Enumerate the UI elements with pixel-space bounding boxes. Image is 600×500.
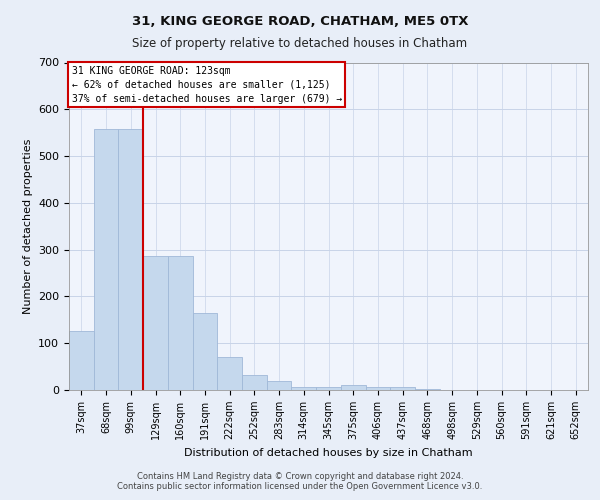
Bar [390, 386, 415, 390]
Bar [69, 330, 94, 390]
Text: 31, KING GEORGE ROAD, CHATHAM, ME5 0TX: 31, KING GEORGE ROAD, CHATHAM, ME5 0TX [132, 15, 468, 28]
Bar [94, 130, 118, 390]
Bar [292, 386, 316, 390]
Bar [118, 130, 143, 390]
Bar [316, 386, 341, 390]
Bar [217, 357, 242, 390]
Bar [242, 374, 267, 390]
Bar [415, 388, 440, 390]
Bar [143, 256, 168, 390]
Bar [365, 386, 390, 390]
Text: 31 KING GEORGE ROAD: 123sqm
← 62% of detached houses are smaller (1,125)
37% of : 31 KING GEORGE ROAD: 123sqm ← 62% of det… [71, 66, 342, 104]
Text: Size of property relative to detached houses in Chatham: Size of property relative to detached ho… [133, 38, 467, 51]
X-axis label: Distribution of detached houses by size in Chatham: Distribution of detached houses by size … [184, 448, 473, 458]
Bar [341, 386, 365, 390]
Bar [168, 256, 193, 390]
Bar [193, 313, 217, 390]
Text: Contains public sector information licensed under the Open Government Licence v3: Contains public sector information licen… [118, 482, 482, 491]
Bar [267, 380, 292, 390]
Y-axis label: Number of detached properties: Number of detached properties [23, 138, 32, 314]
Text: Contains HM Land Registry data © Crown copyright and database right 2024.: Contains HM Land Registry data © Crown c… [137, 472, 463, 481]
